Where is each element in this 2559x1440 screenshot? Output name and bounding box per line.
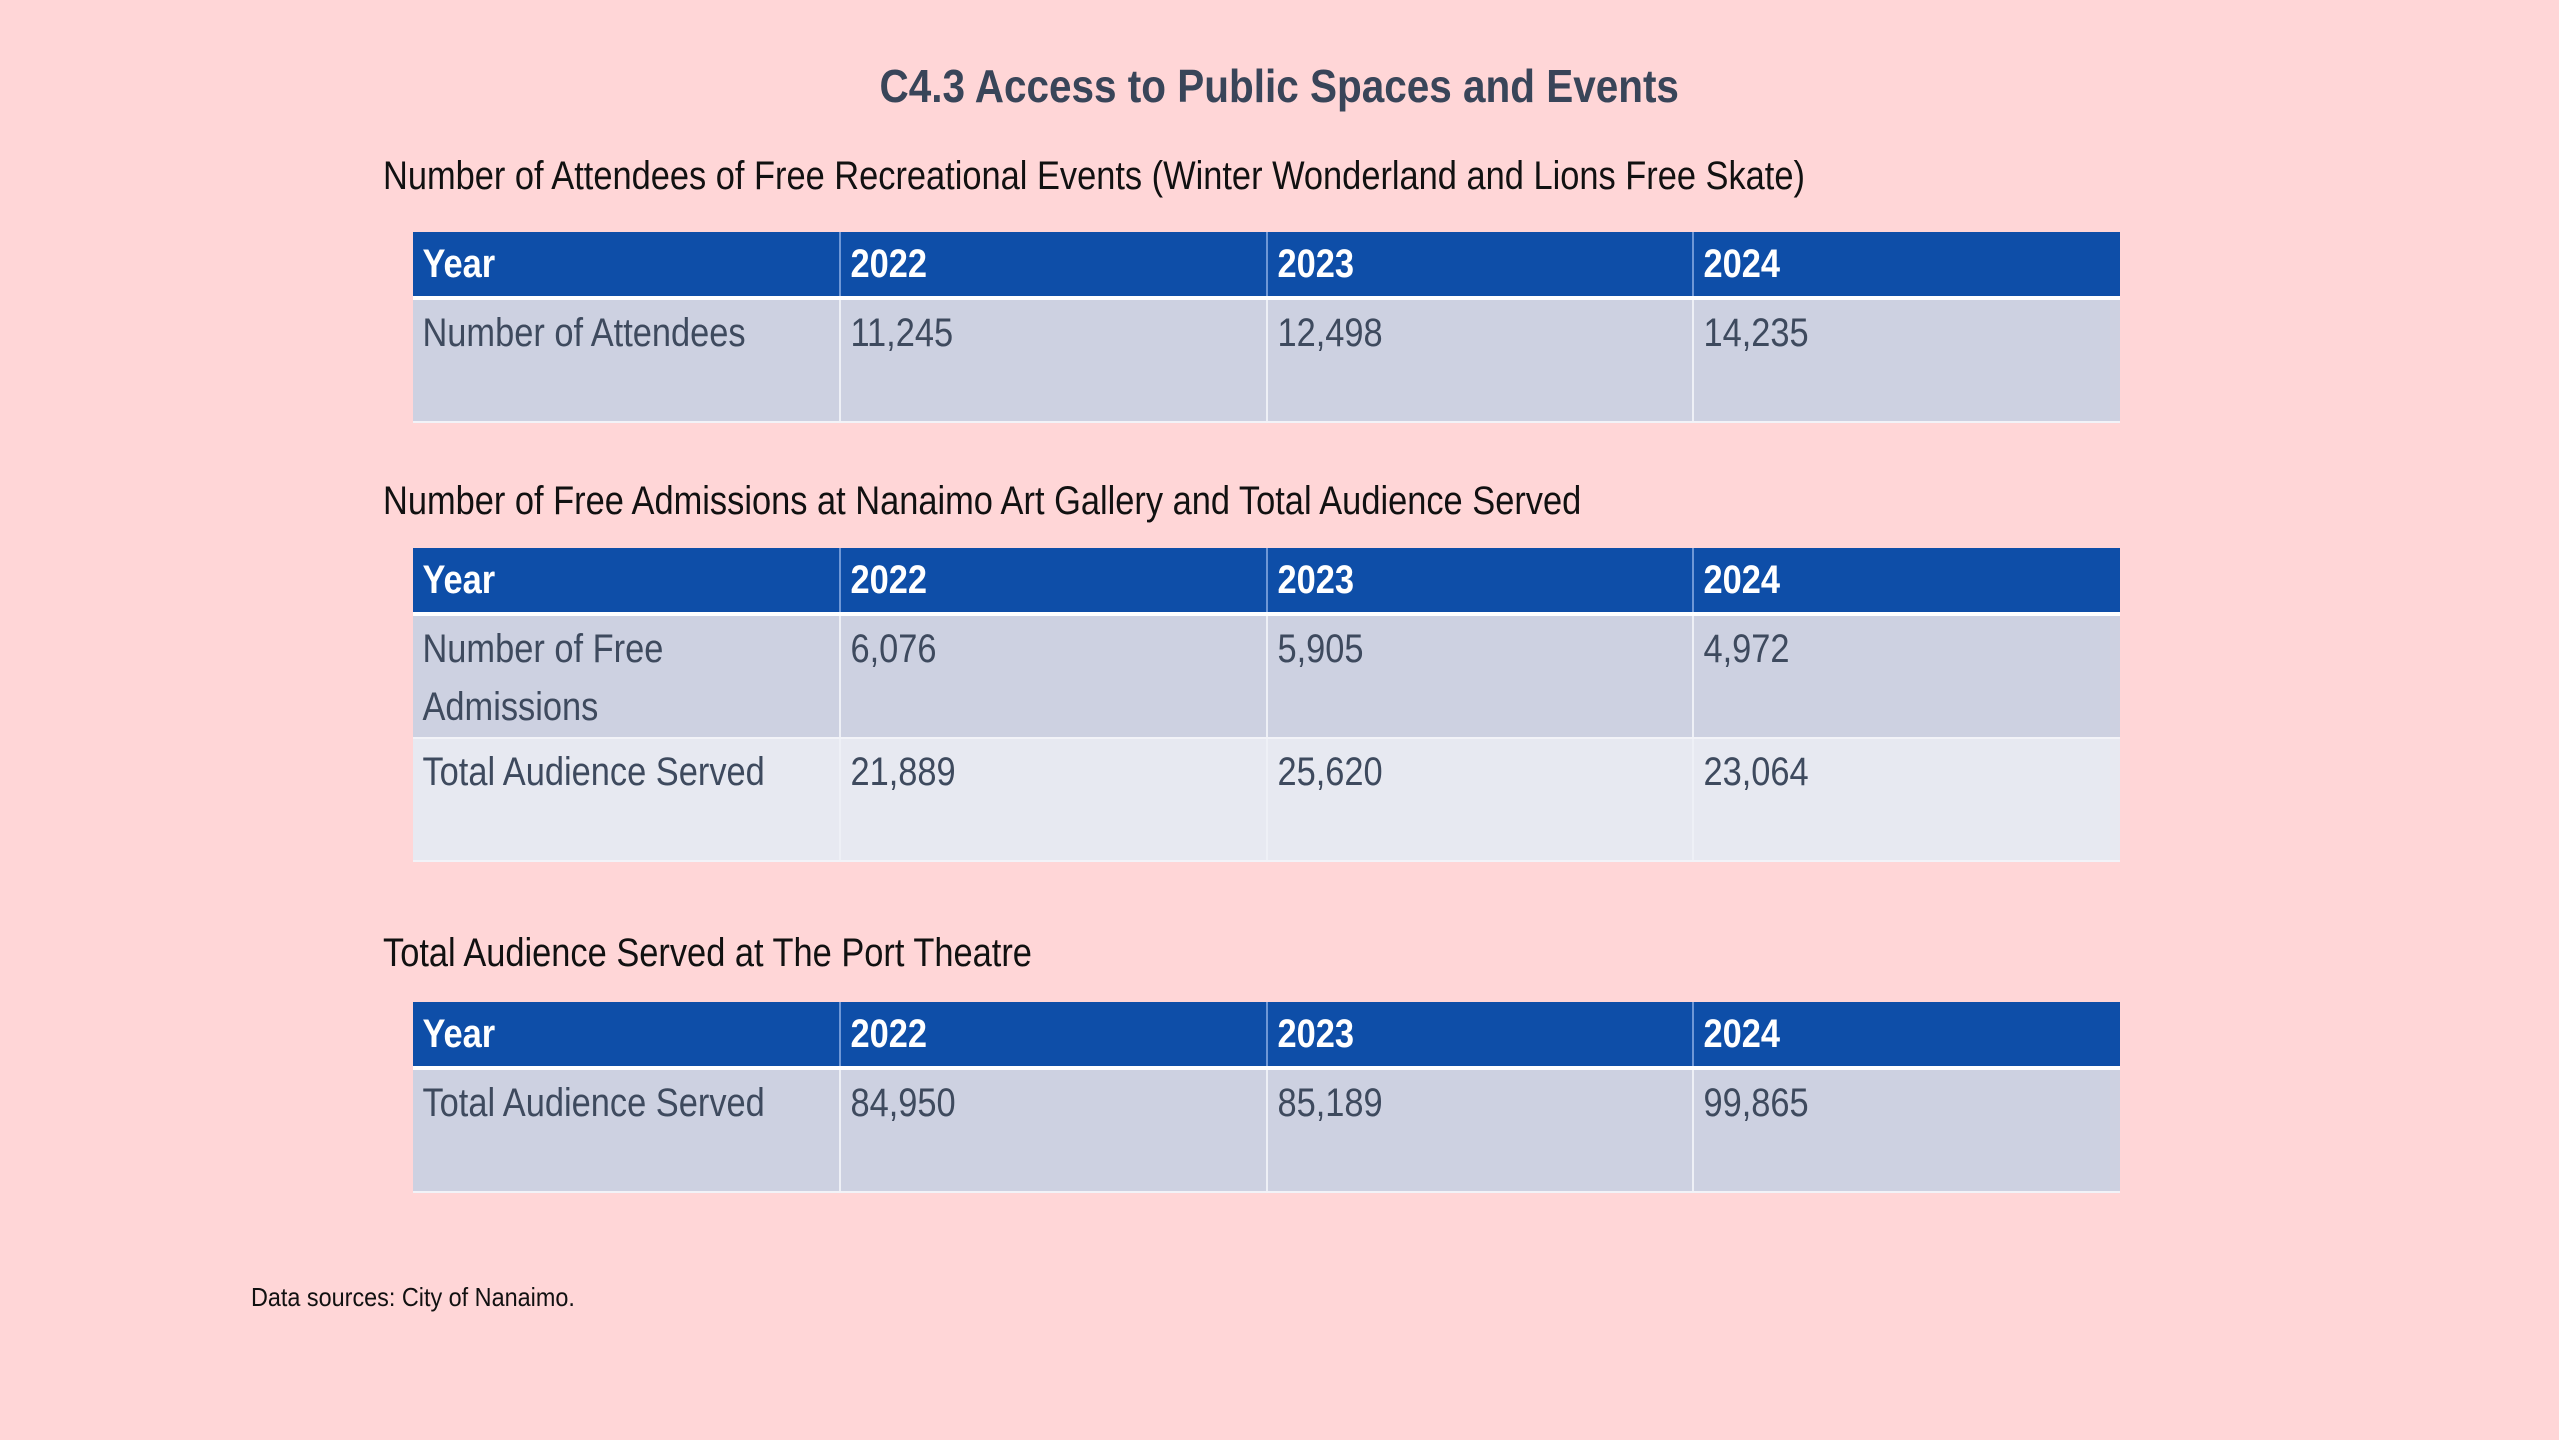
table-1-subtitle: Number of Attendees of Free Recreational… [383,154,1805,198]
cell-text: 2024 [1703,558,1781,602]
value-cell-2022: 84,950 [839,1068,1268,1193]
value-cell-2023: 5,905 [1266,614,1695,739]
table-row: Total Audience Served 21,889 25,620 23,0… [413,738,2120,862]
cell-text: 6,076 [850,627,937,671]
table-row: Total Audience Served 84,950 85,189 99,8… [413,1068,2120,1193]
table-row: Number of Attendees 11,245 12,498 14,235 [413,298,2120,423]
table-header-row: Year 2022 2023 2024 [413,232,2120,300]
table-header-row: Year 2022 2023 2024 [413,548,2120,616]
header-cell-2023: 2023 [1266,1002,1695,1070]
value-cell-2022: 11,245 [839,298,1268,423]
attendees-table: Year 2022 2023 2024 Number of Attendees … [413,232,2120,423]
cell-text: Number of Free Admissions [422,627,664,729]
header-cell-year: Year [413,548,841,616]
cell-text: Year [422,1012,496,1056]
port-theatre-table: Year 2022 2023 2024 Total Audience Serve… [413,1002,2120,1193]
value-cell-2023: 85,189 [1266,1068,1695,1193]
value-cell-2024: 99,865 [1693,1068,2120,1193]
page-title-text: C4.3 Access to Public Spaces and Events [879,60,1680,112]
value-cell-2023: 25,620 [1266,738,1695,862]
header-cell-2024: 2024 [1693,548,2120,616]
cell-text: Year [422,242,496,286]
art-gallery-table: Year 2022 2023 2024 Number of Free Admis… [413,548,2120,862]
cell-text: 2023 [1276,242,1354,286]
header-cell-2022: 2022 [839,1002,1268,1070]
header-cell-2022: 2022 [839,232,1268,300]
cell-text: 2022 [850,558,927,602]
cell-text: 2024 [1703,1012,1781,1056]
row-label: Number of Free Admissions [413,614,841,739]
cell-text: Total Audience Served [422,750,765,794]
header-cell-2022: 2022 [839,548,1268,616]
cell-text: 11,245 [850,311,953,355]
cell-text: 2024 [1703,242,1781,286]
header-cell-2023: 2023 [1266,232,1695,300]
cell-text: 25,620 [1276,750,1383,794]
table-2-subtitle: Number of Free Admissions at Nanaimo Art… [383,479,1582,523]
row-label: Total Audience Served [413,738,841,862]
cell-text: 4,972 [1703,627,1790,671]
value-cell-2024: 4,972 [1693,614,2120,739]
table-header-row: Year 2022 2023 2024 [413,1002,2120,1070]
cell-text: 2022 [850,242,927,286]
cell-text: 84,950 [850,1081,956,1125]
cell-text: 5,905 [1276,627,1364,671]
data-source-note: Data sources: City of Nanaimo. [251,1282,575,1312]
cell-text: 2023 [1276,1012,1354,1056]
cell-text: 85,189 [1276,1081,1383,1125]
cell-text: 21,889 [850,750,956,794]
value-cell-2022: 6,076 [839,614,1268,739]
cell-text: Total Audience Served [422,1081,765,1125]
value-cell-2023: 12,498 [1266,298,1695,423]
value-cell-2024: 23,064 [1693,738,2120,862]
header-cell-year: Year [413,232,841,300]
cell-text: 99,865 [1703,1081,1809,1125]
value-cell-2024: 14,235 [1693,298,2120,423]
table-3-subtitle: Total Audience Served at The Port Theatr… [383,931,1032,975]
row-label: Total Audience Served [413,1068,841,1193]
cell-text: 23,064 [1703,750,1809,794]
row-label: Number of Attendees [413,298,841,423]
page-title: C4.3 Access to Public Spaces and Events [0,58,2559,114]
cell-text: Number of Attendees [422,311,746,355]
header-cell-2024: 2024 [1693,1002,2120,1070]
cell-text: Year [422,558,496,602]
cell-text: 12,498 [1276,311,1383,355]
cell-text: 2023 [1276,558,1354,602]
header-cell-2023: 2023 [1266,548,1695,616]
header-cell-2024: 2024 [1693,232,2120,300]
value-cell-2022: 21,889 [839,738,1268,862]
header-cell-year: Year [413,1002,841,1070]
cell-text: 2022 [850,1012,927,1056]
table-row: Number of Free Admissions 6,076 5,905 4,… [413,614,2120,739]
cell-text: 14,235 [1703,311,1809,355]
